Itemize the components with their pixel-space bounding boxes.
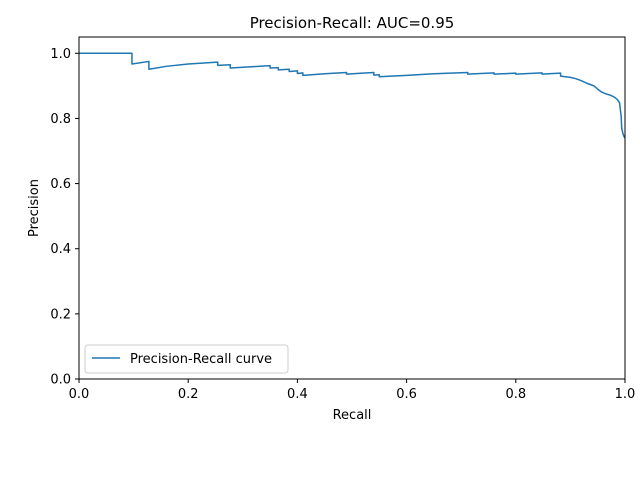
pr-curve-point [600, 91, 601, 92]
pr-curve-point [593, 85, 594, 86]
chart-title: Precision-Recall: AUC=0.95 [250, 14, 455, 32]
x-tick-label: 0.4 [287, 387, 308, 402]
pr-curve-point [467, 74, 468, 75]
pr-curve-point [493, 72, 494, 73]
y-tick-label: 0.2 [50, 307, 71, 322]
pr-curve-point [230, 67, 231, 68]
pr-curve-point [302, 72, 303, 73]
x-tick-label: 1.0 [615, 387, 636, 402]
pr-curve-point [131, 63, 132, 64]
pr-curve-point [597, 89, 598, 90]
pr-curve-point [621, 116, 622, 117]
pr-curve-point [217, 61, 218, 62]
pr-curve-point [581, 80, 582, 81]
x-axis: 0.0 0.2 0.4 0.6 0.8 1.0 [69, 379, 636, 402]
pr-curve-point [379, 74, 380, 75]
y-axis: 0.0 0.2 0.4 0.6 0.8 1.0 [50, 47, 79, 388]
pr-curve-line [79, 52, 626, 139]
pr-curve-point [230, 64, 231, 65]
pr-curve-point [433, 73, 434, 74]
pr-curve-point [609, 94, 610, 95]
plot-area [79, 52, 626, 139]
legend-label: Precision-Recall curve [130, 352, 272, 367]
pr-curve-point [346, 74, 347, 75]
pr-curve-point [278, 69, 279, 70]
x-tick-label: 0.2 [178, 387, 199, 402]
pr-curve-point [148, 69, 149, 70]
pr-curve-point [270, 65, 271, 66]
x-axis-label: Recall [333, 408, 372, 423]
x-tick-label: 0.8 [505, 387, 526, 402]
y-tick-label: 0.0 [50, 373, 71, 388]
x-tick-label: 0.6 [396, 387, 417, 402]
pr-curve-point [379, 76, 380, 77]
pr-curve-point [373, 72, 374, 73]
pr-curve-point [560, 75, 561, 76]
pr-curve-point [362, 73, 363, 74]
pr-curve-point [278, 67, 279, 68]
legend: Precision-Recall curve [84, 344, 289, 374]
pr-curve-point [148, 61, 149, 62]
y-tick-label: 0.8 [50, 112, 71, 127]
x-tick-label: 0.0 [69, 387, 90, 402]
pr-curve-point [493, 74, 494, 75]
pr-curve-point [622, 132, 623, 133]
pr-curve-point [324, 73, 325, 74]
y-tick-label: 0.4 [50, 242, 71, 257]
pr-curve-point [289, 71, 290, 72]
pr-curve-point [289, 69, 290, 70]
y-tick-label: 1.0 [50, 47, 71, 62]
pr-curve-point [270, 67, 271, 68]
pr-curve-point [217, 65, 218, 66]
pr-curve-point [621, 128, 622, 129]
pr-curve-point [570, 77, 571, 78]
y-axis-label: Precision [27, 179, 42, 237]
pr-curve-point [620, 111, 621, 112]
pr-curve-point [586, 83, 587, 84]
legend-box [84, 344, 289, 374]
pr-curve-point [617, 99, 618, 100]
pr-curve-point [406, 75, 407, 76]
pr-curve-point [515, 74, 516, 75]
pr-curve-point [373, 75, 374, 76]
pr-curve-point [623, 136, 624, 137]
pr-curve-point [253, 66, 254, 67]
pr-curve-point [188, 63, 189, 64]
pr-curve-point [541, 74, 542, 75]
pr-curve-point [467, 72, 468, 73]
pr-curve-point [619, 102, 620, 103]
y-tick-label: 0.6 [50, 177, 71, 192]
pr-curve-point [297, 70, 298, 71]
plot-frame [78, 36, 626, 380]
pr-curve-point [166, 66, 167, 67]
pr-curve-point [613, 96, 614, 97]
pr-curve-point [605, 93, 606, 94]
pr-curve-point [302, 75, 303, 76]
pr-curve-point [541, 72, 542, 73]
pr-curve-point [297, 73, 298, 74]
pr-curve-point [560, 73, 561, 74]
pr-curve-point [131, 53, 132, 54]
pr-curve-point [575, 78, 576, 79]
pr-curve-point [346, 72, 347, 73]
